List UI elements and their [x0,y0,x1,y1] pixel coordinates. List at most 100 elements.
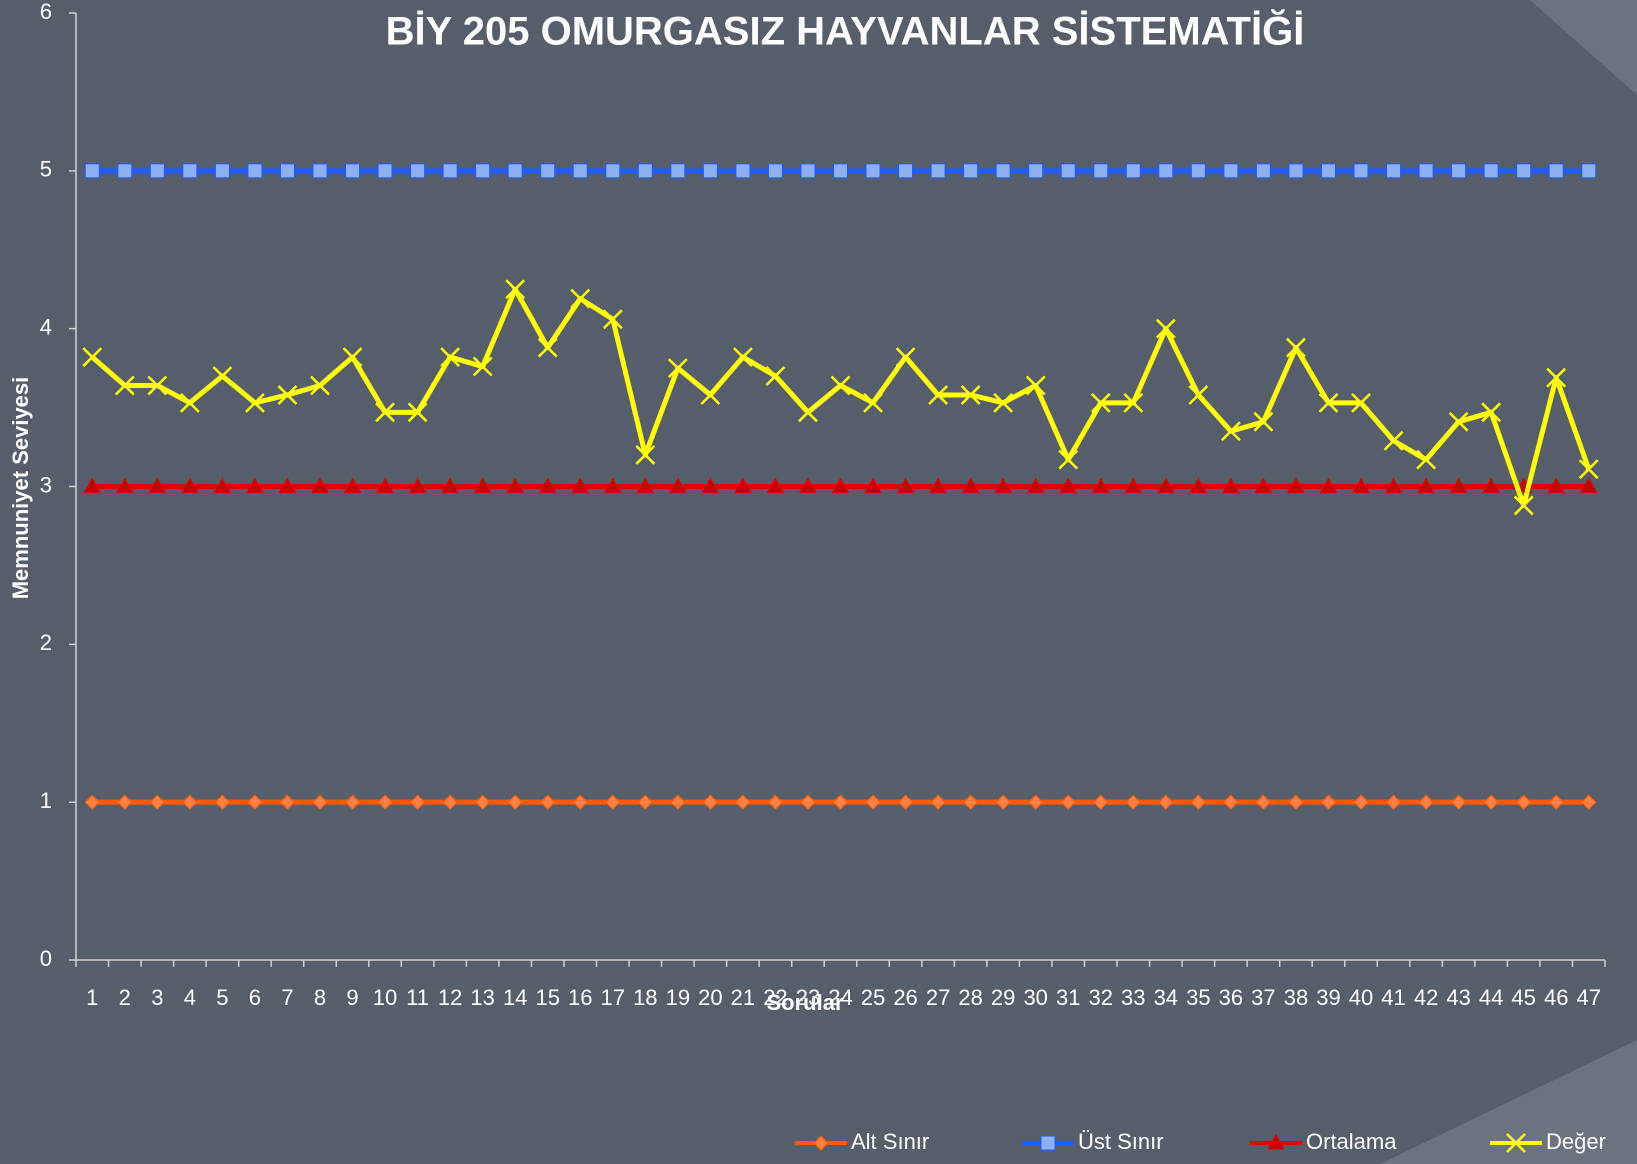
marker [832,794,849,810]
marker [1451,163,1467,179]
marker [1267,1133,1285,1150]
marker [800,794,816,810]
marker [407,402,428,423]
marker [1158,163,1174,179]
x-tick-label: 20 [698,985,722,1010]
marker [537,337,558,358]
marker [538,477,557,493]
marker [212,366,233,386]
marker [1190,794,1207,810]
marker [863,392,883,413]
marker [247,163,263,179]
marker [929,477,947,493]
marker [1125,163,1141,179]
x-tick-label: 19 [666,985,690,1010]
x-tick-label: 27 [926,985,950,1010]
marker [1319,477,1338,493]
x-tick-label: 13 [470,985,494,1010]
marker [1579,477,1598,493]
x-tick-label: 39 [1316,985,1340,1010]
marker [1578,459,1599,480]
y-tick-label: 6 [40,0,52,24]
marker [507,163,523,179]
marker [182,794,198,810]
marker [800,163,816,179]
marker [1190,163,1206,179]
marker [895,347,916,367]
marker [342,347,363,367]
x-tick-label: 37 [1251,985,1275,1010]
marker [1026,477,1045,493]
y-tick-label: 0 [40,946,52,971]
marker [1481,402,1502,423]
marker [637,163,653,179]
decoration [1380,1040,1637,1164]
marker [963,163,979,179]
x-tick-label: 25 [861,985,885,1010]
marker [408,477,427,493]
x-tick-label: 32 [1089,985,1113,1010]
marker [865,163,881,179]
marker [636,477,655,493]
marker [345,163,361,179]
marker [605,794,621,810]
marker [1220,421,1241,442]
marker [1125,794,1141,810]
y-tick-label: 4 [40,314,52,339]
marker [766,477,785,493]
marker [1158,794,1174,810]
marker [1255,794,1272,810]
marker [1320,163,1336,179]
marker [700,385,721,405]
x-tick-label: 22 [763,985,787,1010]
legend-label: Alt Sınır [851,1129,929,1154]
x-tick-label: 40 [1349,985,1373,1010]
x-tick-label: 7 [281,985,293,1010]
marker [1255,163,1271,179]
marker [1483,163,1499,179]
marker [572,794,588,810]
marker [540,794,556,810]
marker [1040,1135,1056,1151]
marker [799,477,817,493]
x-tick-label: 12 [438,985,462,1010]
marker [1548,163,1564,179]
marker [440,347,461,367]
marker [572,163,588,179]
marker [312,794,328,810]
marker [833,163,848,179]
marker [149,794,166,810]
marker [1188,385,1209,405]
marker [830,375,851,396]
marker [1547,477,1566,493]
x-tick-label: 11 [406,985,429,1010]
marker [1483,794,1499,810]
x-tick-label: 1 [86,985,98,1010]
marker [1124,477,1143,493]
x-tick-label: 16 [568,985,592,1010]
marker [1091,477,1110,493]
x-tick-label: 8 [314,985,326,1010]
marker [117,794,133,810]
marker [1546,367,1567,388]
y-tick-label: 5 [40,157,52,182]
marker [1418,794,1434,810]
marker [472,356,493,377]
marker [1223,794,1239,810]
x-tick-label: 24 [828,985,852,1010]
marker [279,163,295,179]
marker [310,375,330,396]
marker [1384,477,1403,493]
x-tick-label: 31 [1056,985,1080,1010]
marker [1025,375,1046,396]
marker [179,392,200,413]
x-tick-label: 30 [1023,985,1047,1010]
marker [605,163,621,179]
marker [670,794,686,810]
x-tick-label: 45 [1511,985,1535,1010]
marker [831,477,850,493]
marker [441,477,459,493]
x-tick-label: 5 [216,985,228,1010]
marker [767,163,783,179]
